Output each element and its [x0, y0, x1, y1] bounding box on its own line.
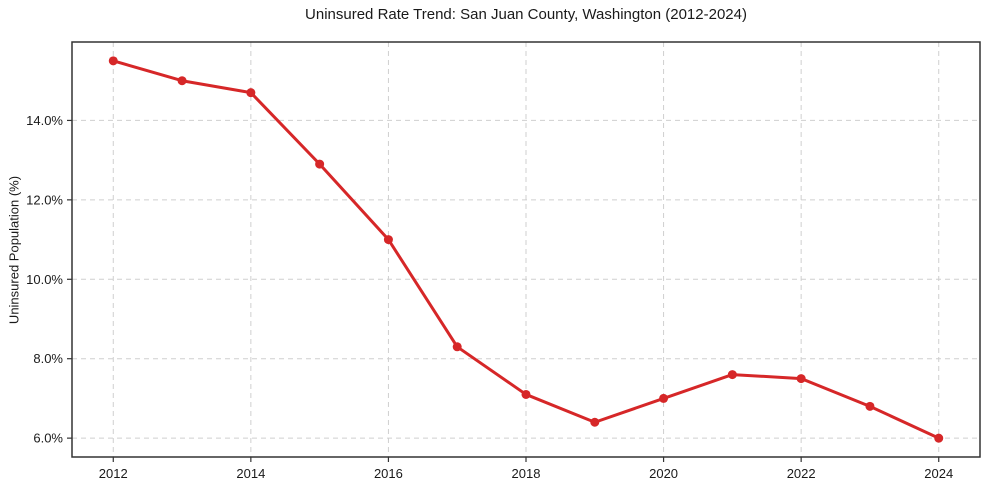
- data-point-2019: [590, 417, 600, 427]
- data-point-2024: [934, 433, 944, 443]
- x-tick-label: 2014: [236, 466, 265, 481]
- y-tick-label: 14.0%: [26, 113, 63, 128]
- data-point-2017: [452, 342, 462, 352]
- data-point-2014: [246, 88, 256, 98]
- x-tick-label: 2012: [99, 466, 128, 481]
- data-point-2012: [108, 56, 118, 66]
- data-point-2021: [727, 370, 737, 380]
- data-point-2018: [521, 389, 531, 399]
- chart-title: Uninsured Rate Trend: San Juan County, W…: [305, 6, 747, 23]
- data-point-2015: [315, 159, 325, 169]
- x-tick-label: 2020: [649, 466, 678, 481]
- data-point-2022: [796, 374, 806, 384]
- x-tick-label: 2018: [512, 466, 541, 481]
- data-point-2016: [383, 235, 393, 245]
- x-tick-label: 2016: [374, 466, 403, 481]
- data-point-2013: [177, 76, 187, 86]
- data-point-2020: [659, 393, 669, 403]
- y-tick-label: 8.0%: [33, 351, 63, 366]
- x-tick-label: 2022: [787, 466, 816, 481]
- y-tick-label: 10.0%: [26, 272, 63, 287]
- y-tick-label: 12.0%: [26, 192, 63, 207]
- y-tick-label: 6.0%: [33, 431, 63, 446]
- data-point-2023: [865, 401, 875, 411]
- x-tick-label: 2024: [924, 466, 953, 481]
